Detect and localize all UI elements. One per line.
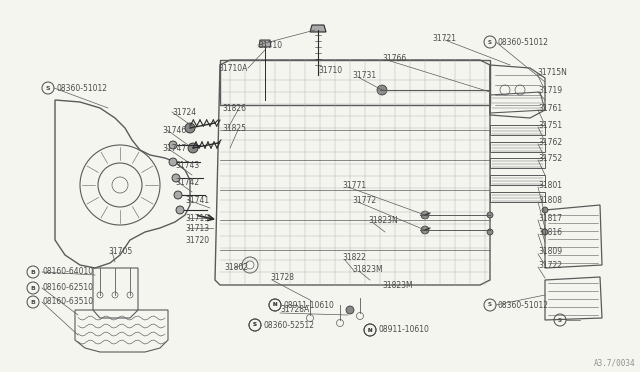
Text: A3.7/0034: A3.7/0034: [593, 358, 635, 367]
Polygon shape: [310, 25, 326, 32]
Text: S: S: [253, 323, 257, 327]
Circle shape: [188, 143, 198, 153]
Circle shape: [487, 229, 493, 235]
Text: 31721: 31721: [432, 33, 456, 42]
Circle shape: [185, 123, 195, 133]
Text: 08160-62510: 08160-62510: [42, 283, 93, 292]
Text: 31743: 31743: [175, 160, 199, 170]
Text: 31771: 31771: [342, 180, 366, 189]
Text: 31719: 31719: [185, 214, 209, 222]
Polygon shape: [259, 40, 271, 47]
Text: 31746: 31746: [162, 125, 186, 135]
Text: 31809: 31809: [538, 247, 562, 257]
Text: 31772: 31772: [352, 196, 376, 205]
Text: N: N: [273, 302, 277, 308]
Circle shape: [421, 211, 429, 219]
Text: 31766: 31766: [382, 54, 406, 62]
Text: 31823M: 31823M: [382, 280, 413, 289]
Text: 31713: 31713: [185, 224, 209, 232]
Text: B: B: [31, 269, 35, 275]
Text: 08360-51012: 08360-51012: [498, 38, 549, 46]
Text: S: S: [488, 302, 492, 308]
Text: 31724: 31724: [172, 108, 196, 116]
Text: 31741: 31741: [185, 196, 209, 205]
Text: 08360-51012: 08360-51012: [56, 83, 107, 93]
Text: 31710A: 31710A: [218, 64, 248, 73]
Text: 31722: 31722: [538, 260, 562, 269]
Text: 31728: 31728: [270, 273, 294, 282]
Circle shape: [174, 191, 182, 199]
Circle shape: [421, 226, 429, 234]
Text: 31751: 31751: [538, 121, 562, 129]
Text: 31817: 31817: [538, 214, 562, 222]
Text: 31823N: 31823N: [368, 215, 397, 224]
Text: 08360-51012: 08360-51012: [498, 301, 549, 310]
Text: 08360-52512: 08360-52512: [264, 321, 315, 330]
Text: 31825: 31825: [222, 124, 246, 132]
Circle shape: [169, 141, 177, 149]
Text: 31720: 31720: [185, 235, 209, 244]
Text: 08160-64010: 08160-64010: [42, 267, 93, 276]
Circle shape: [172, 174, 180, 182]
Text: B: B: [31, 285, 35, 291]
Text: 08160-63510: 08160-63510: [42, 298, 93, 307]
Text: 31752: 31752: [538, 154, 562, 163]
Text: N: N: [368, 327, 372, 333]
Text: N: N: [368, 327, 372, 333]
Text: 31826: 31826: [222, 103, 246, 112]
Text: 31731: 31731: [352, 71, 376, 80]
Text: 31802: 31802: [224, 263, 248, 273]
Text: 31801: 31801: [538, 180, 562, 189]
Text: S: S: [253, 323, 257, 327]
Text: 31822: 31822: [342, 253, 366, 263]
Circle shape: [176, 206, 184, 214]
Text: 31705: 31705: [108, 247, 132, 257]
Circle shape: [377, 85, 387, 95]
Circle shape: [542, 207, 548, 213]
Text: N: N: [273, 302, 277, 308]
Text: S: S: [45, 86, 51, 90]
Text: S: S: [558, 317, 562, 323]
Text: 31808: 31808: [538, 196, 562, 205]
Circle shape: [346, 306, 354, 314]
Text: 31728A: 31728A: [280, 305, 309, 314]
Text: 08911-10610: 08911-10610: [284, 301, 335, 310]
Text: 31761: 31761: [538, 103, 562, 112]
Text: 31823M: 31823M: [352, 266, 383, 275]
Text: B: B: [31, 299, 35, 305]
Text: 31719: 31719: [538, 86, 562, 94]
Text: 31710: 31710: [318, 65, 342, 74]
Text: 31747: 31747: [162, 144, 186, 153]
Text: 31742: 31742: [175, 177, 199, 186]
Circle shape: [542, 229, 548, 235]
Text: 31762: 31762: [538, 138, 562, 147]
Circle shape: [169, 158, 177, 166]
Text: 31710: 31710: [258, 41, 282, 49]
Text: 31816: 31816: [538, 228, 562, 237]
Text: 31715N: 31715N: [537, 67, 567, 77]
Circle shape: [487, 212, 493, 218]
Text: 08911-10610: 08911-10610: [379, 326, 430, 334]
Text: S: S: [488, 39, 492, 45]
